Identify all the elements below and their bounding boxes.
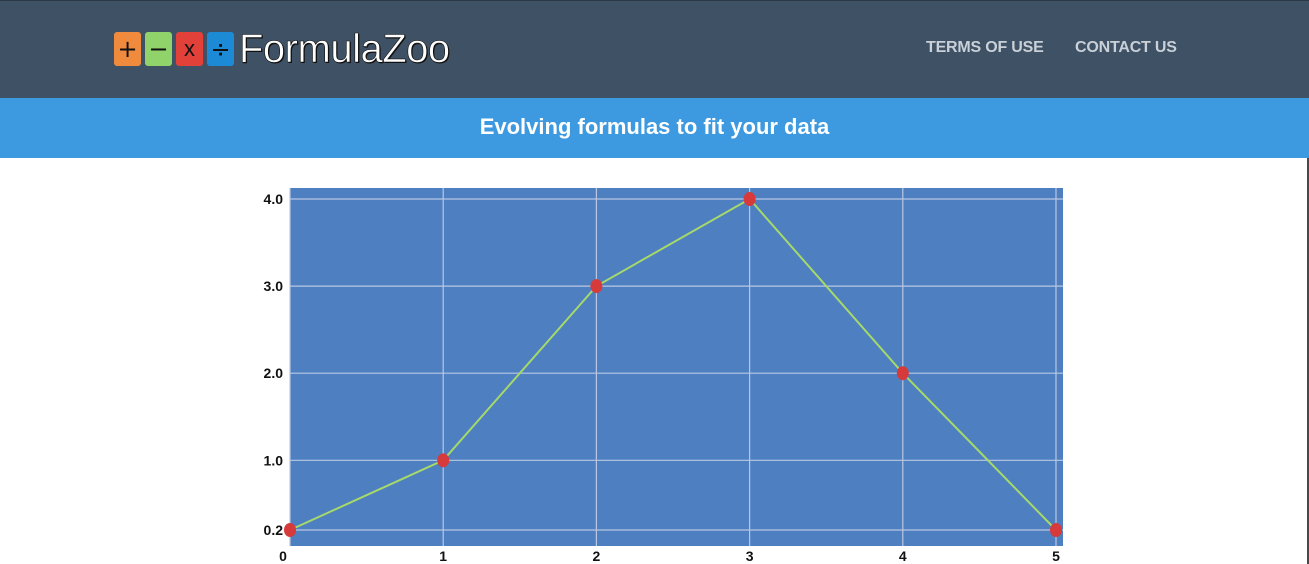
nav-contact-us[interactable]: CONTACT US [1075, 39, 1177, 56]
times-icon: x [176, 32, 203, 66]
logo[interactable]: + − x ÷ FormulaZoo [114, 27, 451, 71]
data-point [743, 192, 756, 206]
x-tick-label: 0 [279, 548, 287, 564]
nav-terms-of-use[interactable]: TERMS OF USE [926, 39, 1044, 56]
series-line [289, 197, 1057, 531]
data-point [284, 523, 296, 537]
plus-icon: + [114, 32, 141, 66]
data-point [437, 453, 450, 468]
minus-icon: − [145, 32, 172, 66]
y-tick-label: 1.0 [264, 452, 284, 468]
logo-text: FormulaZoo [239, 27, 451, 71]
data-point [590, 279, 603, 294]
x-tick-label: 3 [746, 548, 754, 564]
x-tick-label: 4 [899, 548, 907, 564]
x-tick-label: 2 [593, 548, 601, 564]
plot-area [290, 188, 1063, 546]
data-point [896, 366, 909, 381]
x-tick-label: 1 [439, 548, 447, 564]
y-tick-label: 2.0 [264, 365, 284, 381]
banner: Evolving formulas to fit your data [0, 98, 1309, 158]
page-edge [1307, 158, 1309, 564]
x-tick-label: 5 [1052, 548, 1060, 564]
y-tick-label: 3.0 [264, 278, 284, 294]
y-tick-label: 4.0 [264, 191, 284, 207]
divide-icon: ÷ [207, 32, 234, 66]
top-navbar: + − x ÷ FormulaZoo TERMS OF USE CONTACT … [0, 0, 1309, 98]
y-tick-label: 0.2 [264, 522, 284, 538]
data-point [1050, 523, 1062, 537]
banner-title: Evolving formulas to fit your data [479, 114, 830, 139]
